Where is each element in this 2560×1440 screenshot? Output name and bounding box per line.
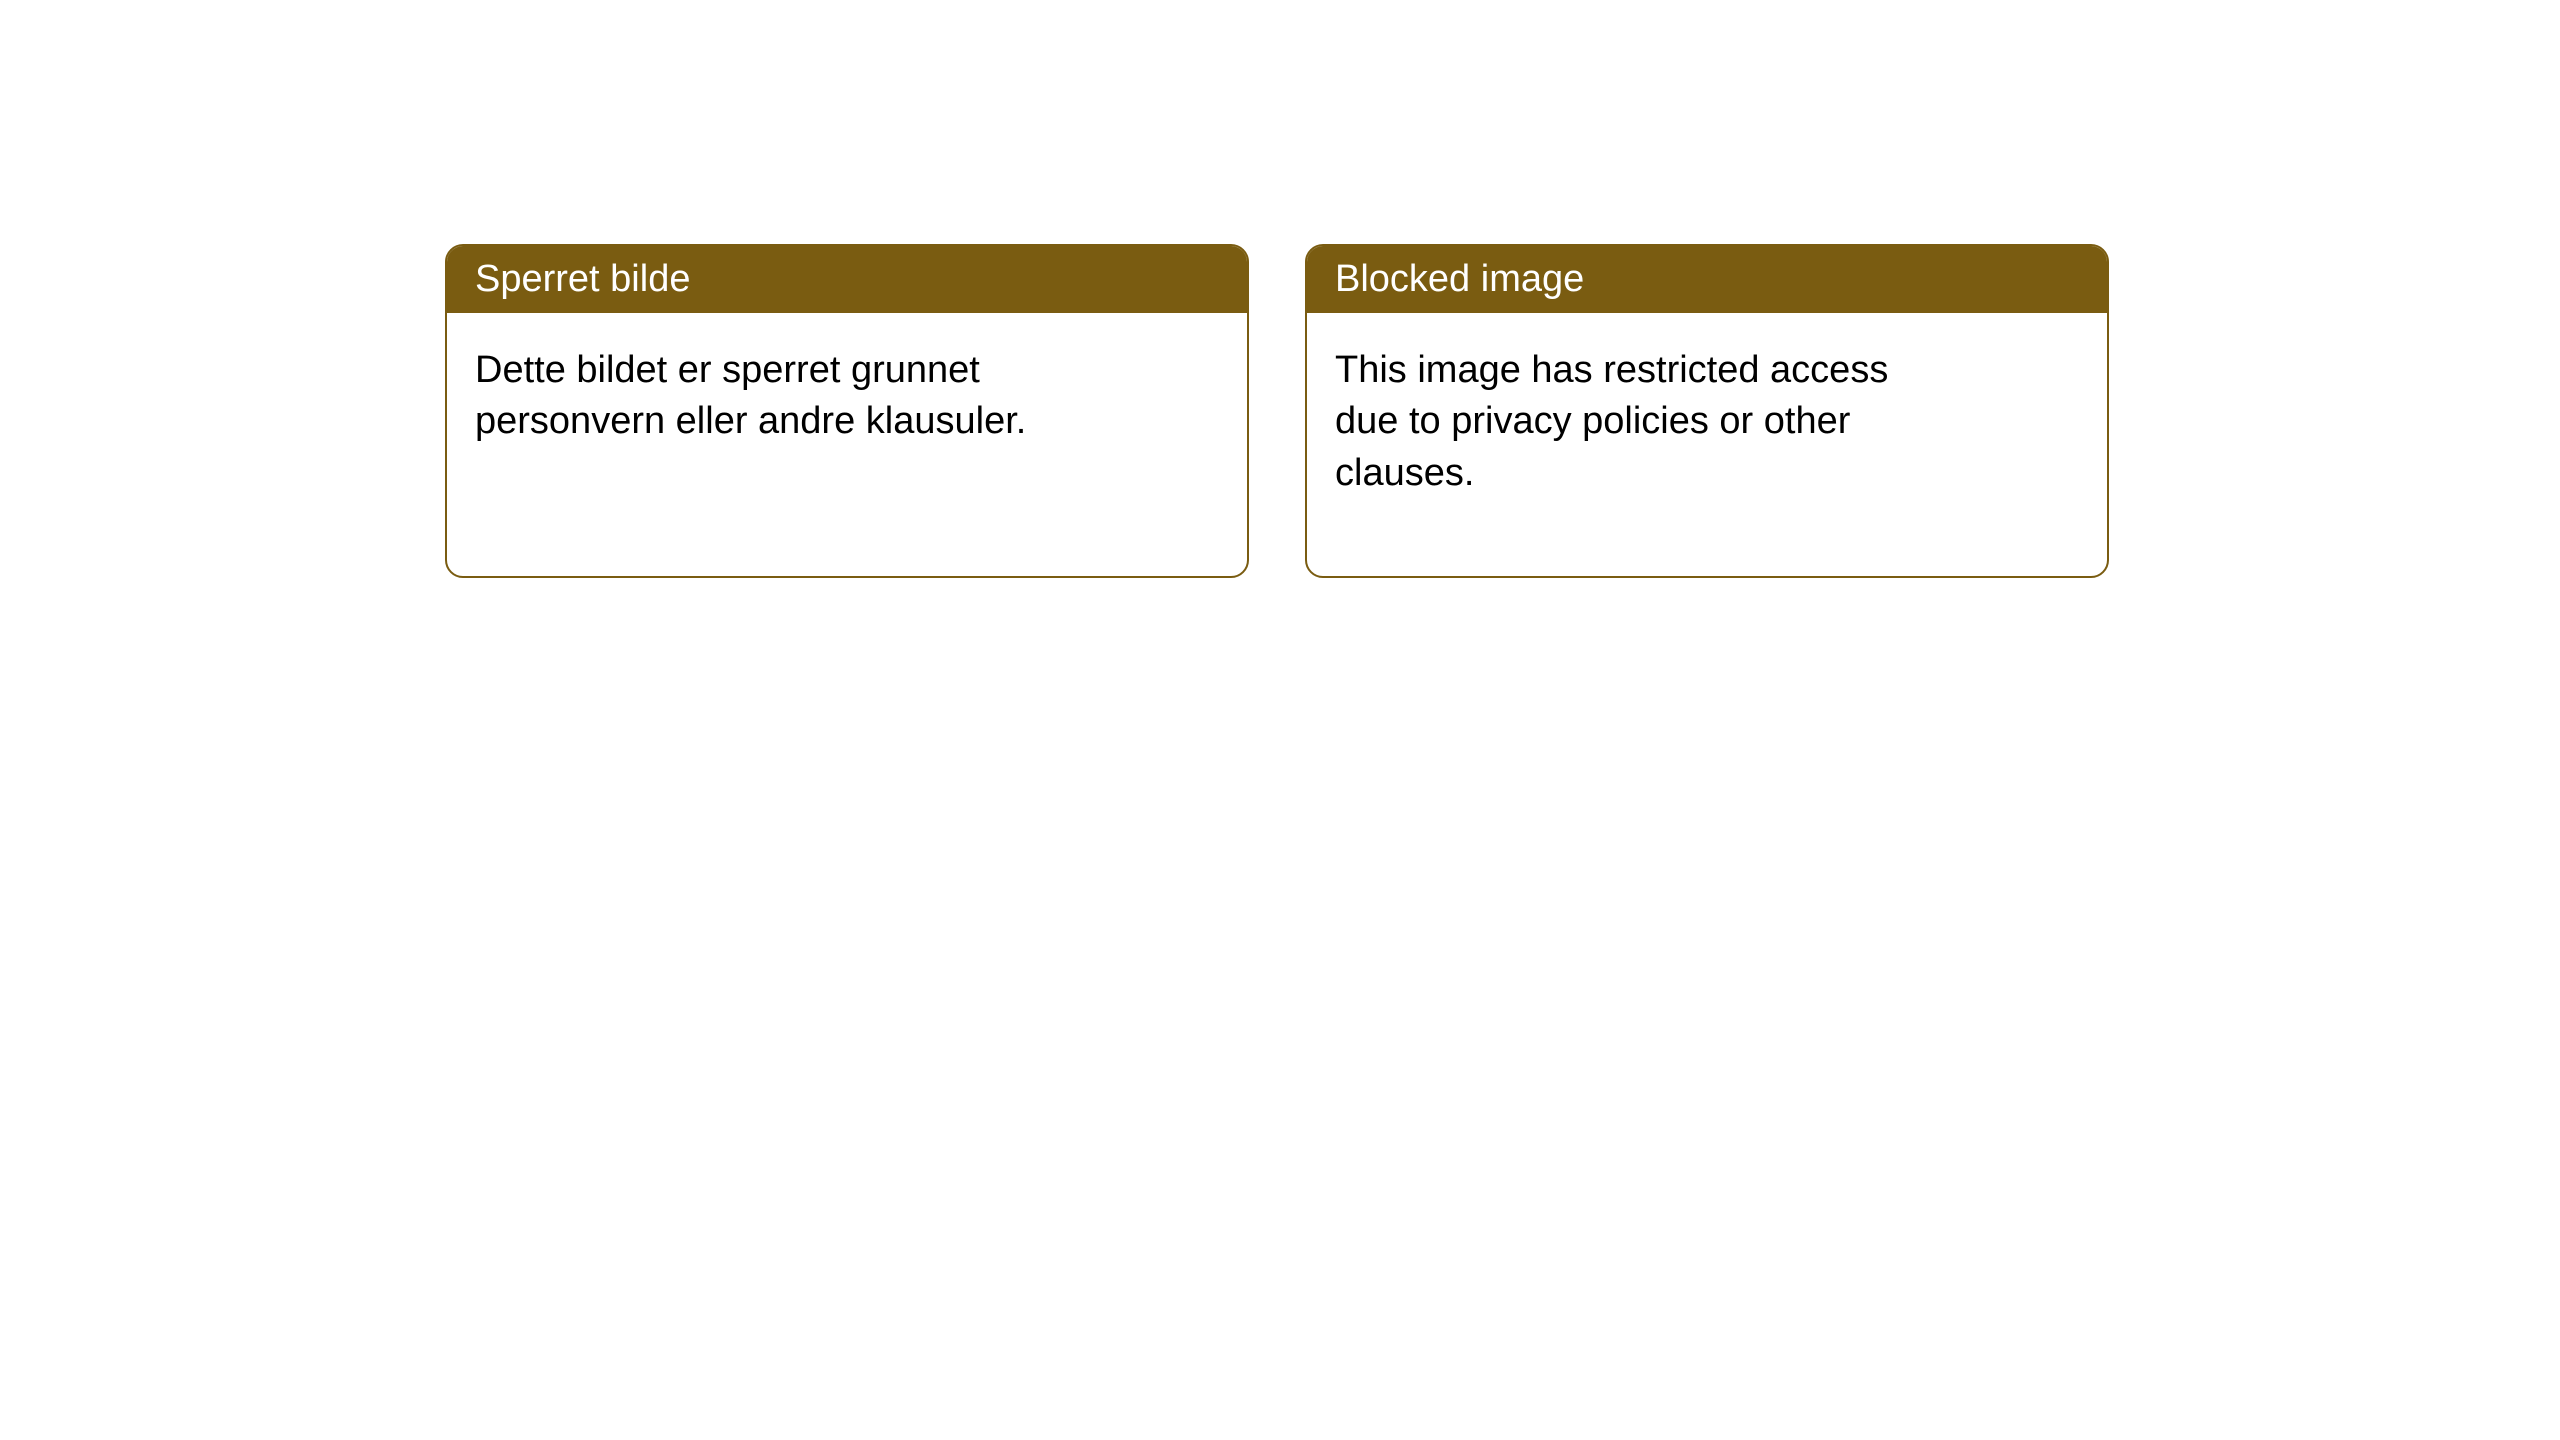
notice-body: Dette bildet er sperret grunnet personve… (447, 313, 1127, 480)
notice-header: Blocked image (1307, 246, 2107, 313)
notice-body-text: Dette bildet er sperret grunnet personve… (475, 349, 1026, 442)
notice-title: Blocked image (1335, 258, 1584, 300)
notice-card-norwegian: Sperret bilde Dette bildet er sperret gr… (445, 244, 1249, 578)
notice-body: This image has restricted access due to … (1307, 313, 1987, 531)
notice-body-text: This image has restricted access due to … (1335, 349, 1888, 494)
notice-header: Sperret bilde (447, 246, 1247, 313)
notice-card-english: Blocked image This image has restricted … (1305, 244, 2109, 578)
notice-container: Sperret bilde Dette bildet er sperret gr… (445, 244, 2109, 578)
notice-title: Sperret bilde (475, 258, 690, 300)
